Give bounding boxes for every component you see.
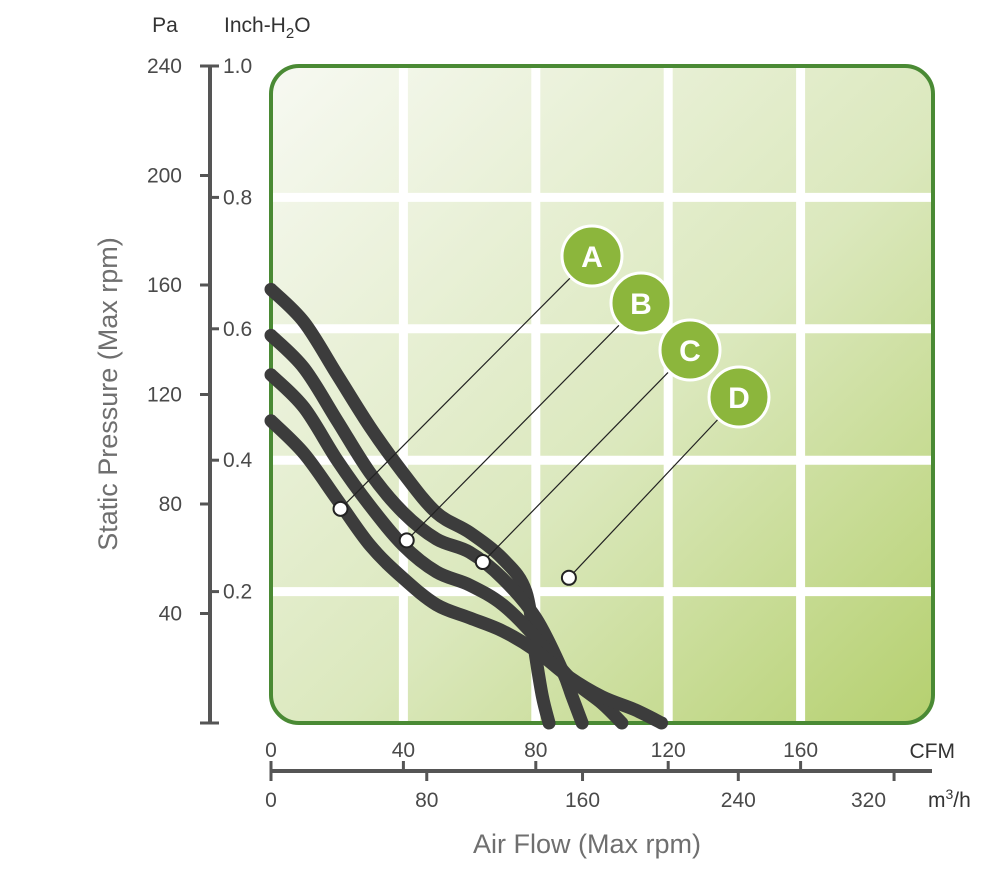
pa-unit-label: Pa — [152, 14, 178, 37]
inch-tick-label: 0.8 — [223, 186, 252, 209]
cfm-tick-label: 120 — [651, 739, 686, 762]
plot-frame — [269, 64, 935, 725]
point-marker-d — [560, 569, 577, 586]
callout-badge-c — [658, 318, 722, 382]
callout-leader-c — [482, 371, 670, 563]
cfm-tick-label: 80 — [524, 739, 547, 762]
cfm-unit-label: CFM — [910, 740, 956, 763]
y-axis-title: Static Pressure (Max rpm) — [93, 237, 123, 551]
m3h-tick-label: 80 — [415, 789, 438, 812]
m3h-tick-label: 0 — [265, 789, 277, 812]
callout-leader-a — [340, 276, 572, 510]
inch-tick-label: 0.4 — [223, 449, 253, 472]
m3h-tick-label: 240 — [721, 789, 756, 812]
pa-tick-label: 160 — [147, 274, 182, 297]
grid-lines — [273, 68, 931, 721]
tick-labels: 40 80 120 160 200 240 0.2 0.4 0.6 0.8 1.0 0 40 80 120 1… — [147, 55, 896, 812]
pa-tick-label: 200 — [147, 165, 182, 188]
curves — [264, 282, 669, 730]
callout-badge-a — [560, 224, 624, 288]
m3h-unit-label: m3/h — [928, 786, 971, 812]
callout-label-c: C — [679, 335, 701, 368]
curve-d — [264, 414, 669, 730]
cfm-tick-label: 40 — [392, 739, 415, 762]
inch-tick-label: 0.2 — [223, 581, 252, 604]
m3h-tick-label: 160 — [565, 789, 600, 812]
callout-leader-d — [568, 418, 719, 579]
callout-badge-d — [707, 365, 771, 429]
pa-tick-label: 240 — [147, 55, 182, 78]
m3h-tick-label: 320 — [851, 789, 886, 812]
curve-a — [264, 282, 556, 730]
pa-tick-label: 80 — [159, 493, 182, 516]
callout-label-d: D — [728, 382, 750, 415]
callout-leader-b — [406, 323, 621, 541]
pa-tick-label: 120 — [147, 384, 182, 407]
point-marker-b — [398, 532, 415, 549]
inch-tick-label: 0.6 — [223, 318, 252, 341]
x-axis-title: Air Flow (Max rpm) — [473, 829, 701, 859]
cfm-tick-label: 160 — [783, 739, 818, 762]
callout-badge-b — [609, 271, 673, 335]
inch-tick-label: 1.0 — [223, 55, 252, 78]
cfm-tick-label: 0 — [265, 739, 277, 762]
plot-area — [271, 66, 933, 723]
callout-label-a: A — [581, 241, 603, 274]
callout-label-b: B — [630, 288, 652, 321]
pa-tick-label: 40 — [159, 603, 182, 626]
point-marker-c — [474, 554, 491, 571]
inch-h2o-unit-label: Inch-H2O — [224, 14, 311, 42]
point-marker-a — [332, 500, 349, 517]
